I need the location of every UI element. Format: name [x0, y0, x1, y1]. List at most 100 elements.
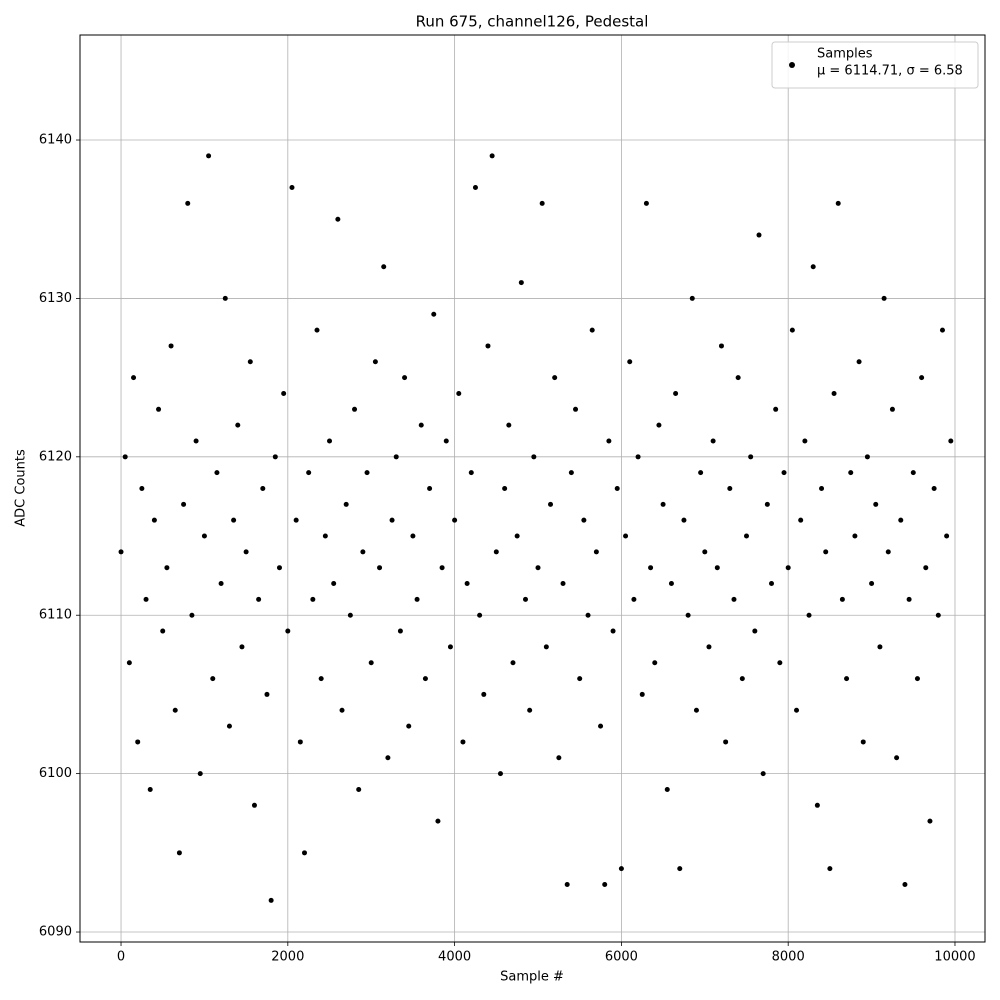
point — [372, 359, 378, 365]
y-tick-label: 6120 — [39, 449, 72, 464]
point — [698, 470, 704, 476]
point — [593, 549, 599, 555]
point — [310, 596, 316, 602]
point — [481, 691, 487, 697]
point — [764, 501, 770, 507]
point — [164, 565, 170, 571]
point — [656, 422, 662, 428]
point — [422, 676, 428, 682]
point — [743, 533, 749, 539]
point — [347, 612, 353, 618]
point — [710, 438, 716, 444]
point — [889, 406, 895, 412]
point — [581, 517, 587, 523]
point — [281, 390, 287, 396]
point — [848, 470, 854, 476]
point — [627, 359, 633, 365]
plot-frame — [79, 34, 986, 943]
point — [410, 533, 416, 539]
grid — [80, 35, 985, 942]
point — [172, 707, 178, 713]
point — [864, 454, 870, 460]
point — [314, 327, 320, 333]
point — [143, 596, 149, 602]
point — [468, 470, 474, 476]
point — [464, 581, 470, 587]
point — [456, 390, 462, 396]
point — [860, 739, 866, 745]
point — [919, 375, 925, 381]
point — [585, 612, 591, 618]
point — [414, 596, 420, 602]
point — [727, 486, 733, 491]
x-tick-label: 4000 — [438, 950, 471, 965]
point — [785, 565, 791, 571]
point — [393, 454, 399, 460]
x-tick-label: 0 — [117, 950, 125, 965]
y-tick-label: 6100 — [39, 766, 72, 781]
point — [564, 882, 570, 888]
point — [510, 660, 516, 666]
point — [443, 438, 449, 444]
point — [810, 264, 816, 270]
point — [531, 454, 537, 460]
point — [360, 549, 366, 555]
point — [898, 517, 904, 523]
point — [435, 818, 441, 824]
point — [948, 438, 954, 444]
point — [877, 644, 883, 650]
point — [402, 375, 408, 381]
legend: Samples μ = 6114.71, σ = 6.58 — [771, 41, 979, 89]
point — [247, 359, 253, 365]
point — [518, 280, 524, 286]
point — [794, 707, 800, 713]
point — [723, 739, 729, 745]
point — [235, 422, 241, 428]
point — [452, 517, 458, 523]
point — [231, 517, 237, 523]
point — [914, 676, 920, 682]
point — [181, 501, 187, 507]
legend-label: Samples — [817, 47, 873, 62]
point — [352, 406, 358, 412]
point — [560, 581, 566, 587]
point — [935, 612, 941, 618]
point — [873, 501, 879, 507]
point — [139, 486, 145, 491]
point — [844, 676, 850, 682]
point — [685, 612, 691, 618]
point — [322, 533, 328, 539]
point — [368, 660, 374, 666]
y-tick-label: 6090 — [39, 925, 72, 940]
point — [289, 185, 295, 191]
point — [168, 343, 174, 349]
point — [756, 232, 762, 238]
point — [598, 723, 604, 729]
point — [652, 660, 658, 666]
point — [364, 470, 370, 476]
point — [814, 802, 820, 808]
point — [318, 676, 324, 682]
point — [497, 771, 503, 777]
point — [151, 517, 157, 523]
point — [643, 200, 649, 206]
point — [777, 660, 783, 666]
point — [268, 897, 274, 903]
point — [548, 501, 554, 507]
legend-marker — [789, 62, 795, 68]
point — [343, 501, 349, 507]
point — [894, 755, 900, 761]
point — [301, 850, 307, 856]
point — [660, 501, 666, 507]
point — [819, 486, 825, 491]
point — [356, 786, 362, 792]
point — [514, 533, 520, 539]
point — [631, 596, 637, 602]
point — [431, 311, 437, 317]
point — [693, 707, 699, 713]
point — [406, 723, 412, 729]
points — [118, 153, 954, 903]
point — [852, 533, 858, 539]
point — [218, 581, 224, 587]
point — [381, 264, 387, 270]
